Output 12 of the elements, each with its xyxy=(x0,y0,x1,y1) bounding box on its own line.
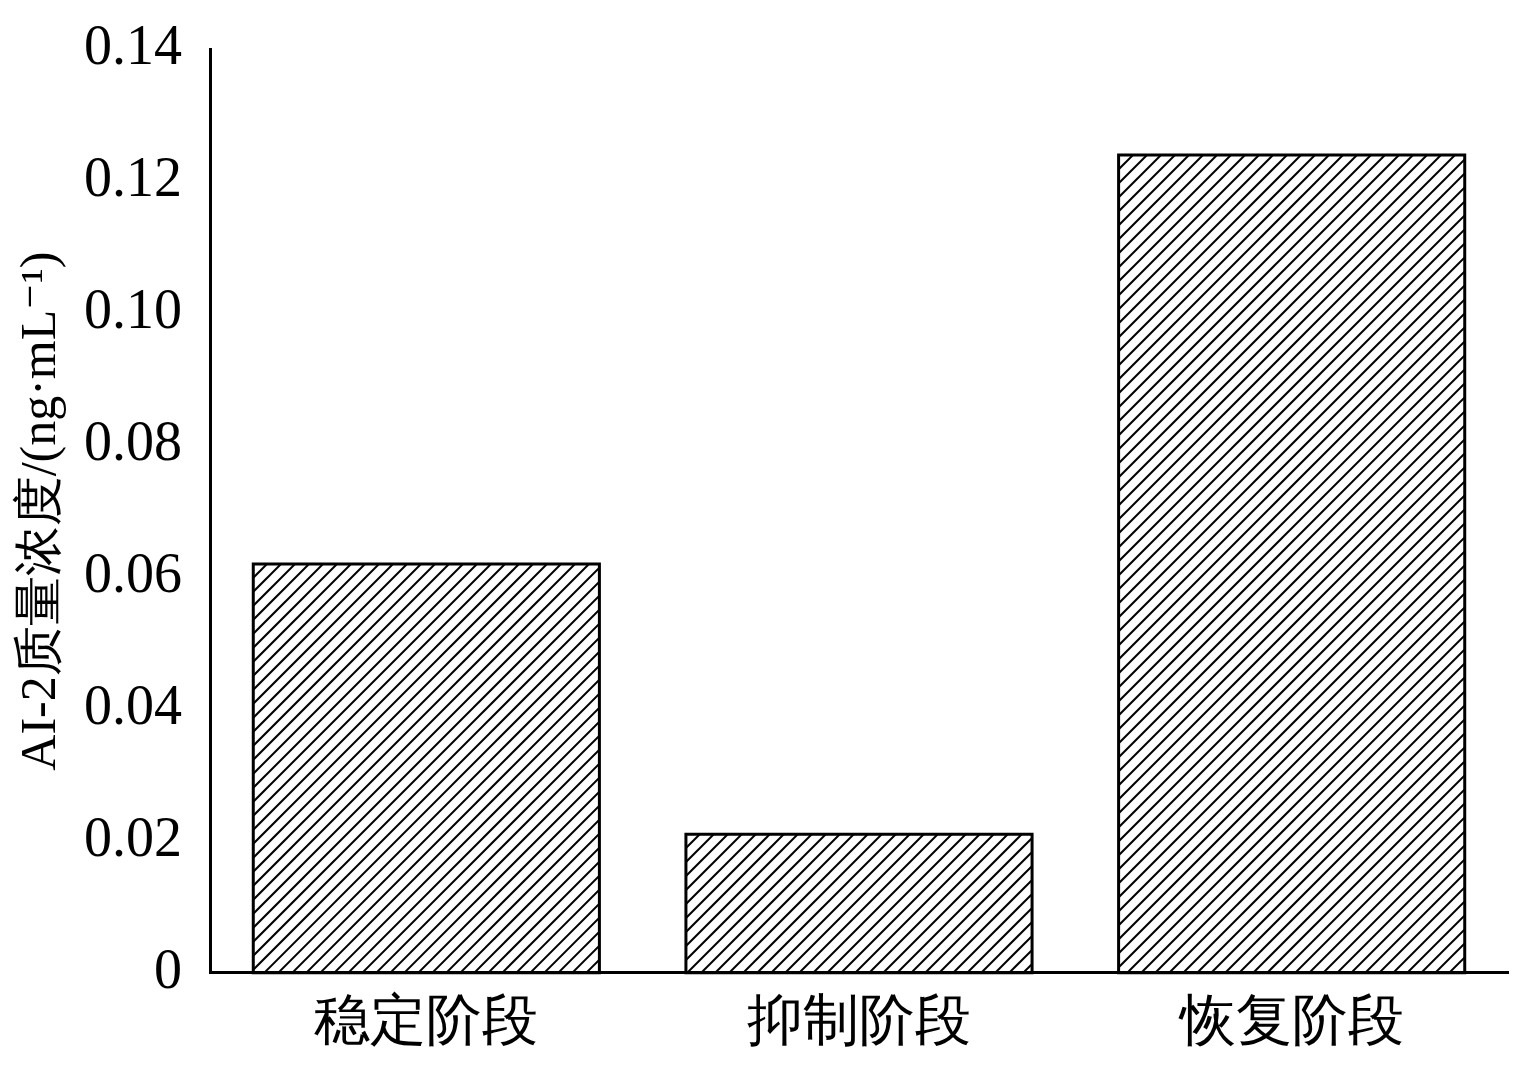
y-tick-label: 0.04 xyxy=(84,673,182,736)
y-tick-label: 0.08 xyxy=(84,409,182,472)
x-tick-label: 抑制阶段 xyxy=(747,989,971,1052)
y-tick-label: 0.10 xyxy=(84,278,182,341)
x-tick-label: 稳定阶段 xyxy=(314,989,539,1052)
y-tick-label: 0.06 xyxy=(84,541,182,604)
y-tick-label: 0.02 xyxy=(84,805,182,868)
x-tick-label: 恢复阶段 xyxy=(1177,989,1404,1052)
y-tick-label: 0.12 xyxy=(84,146,182,209)
y-tick-label: 0 xyxy=(154,937,182,1000)
y-tick-label: 0.14 xyxy=(84,14,182,77)
y-axis-title: AI-2质量浓度/(ng·mL⁻¹) xyxy=(10,251,67,771)
